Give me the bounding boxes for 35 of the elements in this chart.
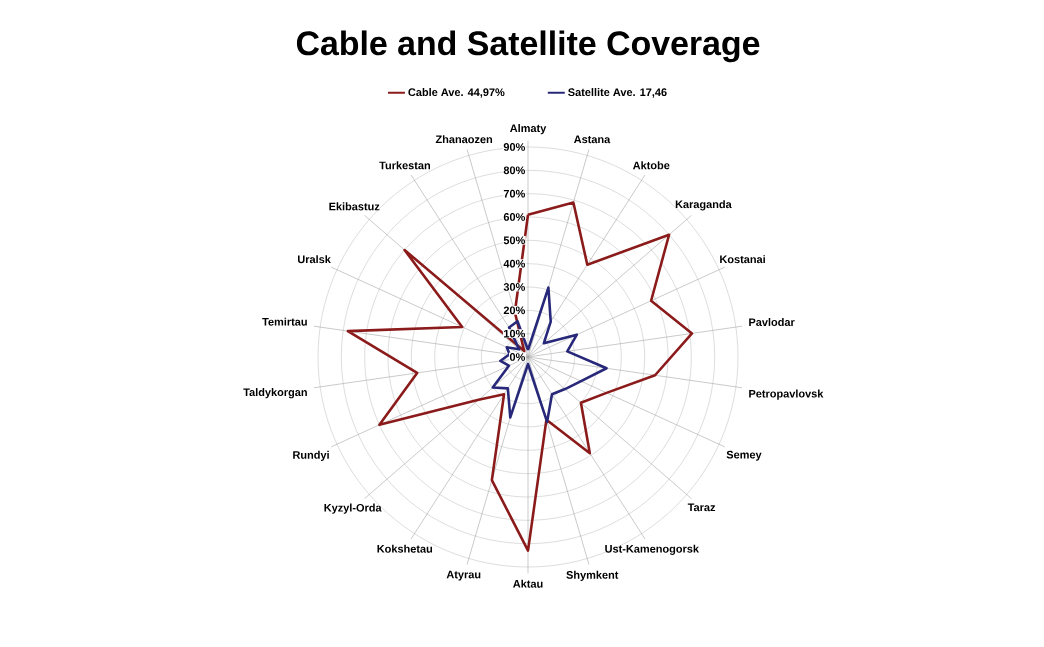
legend-label: Cable Ave. 44,97% <box>408 88 505 98</box>
spoke-label: Zhanaozen <box>435 135 493 144</box>
spoke-label: Aktobe <box>632 161 670 170</box>
spoke-label: Karaganda <box>675 200 732 211</box>
y-tick-label: 40% <box>503 259 526 268</box>
y-tick-label: 60% <box>503 213 526 221</box>
spoke-label: Ekibastuz <box>329 202 380 211</box>
spoke-label: Kyzyl-Orda <box>324 503 382 514</box>
spoke-label: Uralsk <box>297 255 331 264</box>
spoke-label: Turkestan <box>379 161 431 170</box>
spoke-label: Astana <box>573 135 611 144</box>
spoke-label: Almaty <box>510 124 547 135</box>
spoke-label: Petropavlovsk <box>749 389 824 400</box>
y-tick-label: 0% <box>509 353 526 361</box>
spoke-label: Semey <box>726 450 762 461</box>
y-tick-label: 50% <box>503 236 526 245</box>
y-tick-label: 90% <box>503 143 526 151</box>
spoke-label: Shymkent <box>566 570 619 581</box>
spoke-label: Rundyi <box>293 450 329 461</box>
spoke-label: Atyrau <box>446 570 481 581</box>
spoke-label: Kostanai <box>720 255 765 264</box>
spoke-label: Taldykorgan <box>243 388 307 399</box>
y-tick-label: 10% <box>504 329 526 338</box>
spoke-label: Taraz <box>687 503 716 512</box>
spoke-label: Temirtau <box>262 317 307 326</box>
spoke-label: Pavlodar <box>749 318 795 327</box>
chart-title: Cable and Satellite Coverage <box>296 30 760 63</box>
y-tick-label: 30% <box>503 283 526 291</box>
spoke-label: Ust-Kamenogorsk <box>605 544 699 555</box>
legend-label: Satellite Ave. 17,46 <box>568 88 667 98</box>
spoke-label: Aktau <box>513 579 543 588</box>
spoke-label: Kokshetau <box>377 544 433 553</box>
y-tick-label: 80% <box>503 166 526 175</box>
y-tick-label: 70% <box>503 189 526 198</box>
y-tick-label: 20% <box>503 306 526 315</box>
